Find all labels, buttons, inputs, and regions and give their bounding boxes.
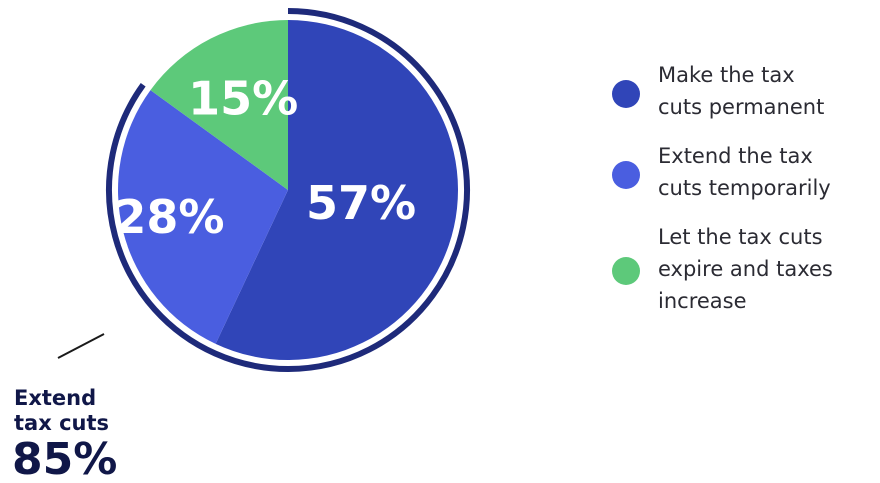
legend: Make the tax cuts permanent Extend the tax… (612, 63, 833, 313)
legend-label-3-line-2: expire and taxes (658, 257, 833, 281)
legend-marker-1 (612, 80, 640, 108)
legend-label-3-line-1: Let the tax cuts (658, 225, 823, 249)
slice-label-2: 28% (114, 190, 224, 244)
extend-callout: Extend tax cuts 85% (12, 333, 117, 483)
slice-label-1: 57% (306, 176, 416, 230)
legend-item-1: Make the tax cuts permanent (612, 63, 824, 119)
legend-label-1-line-2: cuts permanent (658, 95, 824, 119)
legend-marker-2 (612, 161, 640, 189)
extend-callout-arc (106, 8, 470, 372)
callout-arc (106, 8, 470, 372)
legend-label-2-line-2: cuts temporarily (658, 176, 831, 200)
callout-leader-line (57, 333, 105, 359)
pie-slice-2 (118, 90, 288, 344)
callout-label-line-1: Extend (14, 386, 96, 410)
legend-label-2-line-1: Extend the tax (658, 144, 813, 168)
callout-value: 85% (12, 434, 117, 483)
legend-item-2: Extend the tax cuts temporarily (612, 144, 831, 200)
pie-slices (118, 20, 459, 361)
pie-slice-3 (150, 20, 288, 190)
callout-label-line-2: tax cuts (14, 411, 109, 435)
pie-slice-labels: 57% 28% 15% (114, 72, 416, 244)
legend-label-1-line-1: Make the tax (658, 63, 795, 87)
pie-slice-1 (215, 20, 459, 361)
legend-label-3-line-3: increase (658, 289, 747, 313)
legend-marker-3 (612, 257, 640, 285)
slice-label-3: 15% (188, 72, 298, 126)
legend-item-3: Let the tax cuts expire and taxes increase (612, 225, 833, 313)
